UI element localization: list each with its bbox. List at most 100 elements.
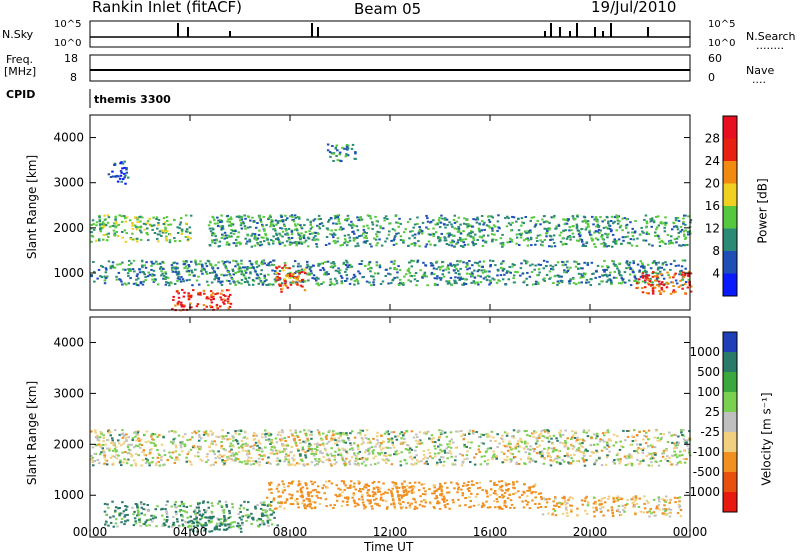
- power-cell: [211, 292, 215, 295]
- velocity-cell: [232, 439, 235, 442]
- power-cell: [190, 294, 193, 297]
- power-cell: [654, 235, 657, 237]
- power-cell: [357, 244, 360, 247]
- power-cell: [293, 241, 296, 244]
- power-cell: [248, 276, 251, 279]
- power-cell: [333, 283, 336, 286]
- power-cell: [172, 295, 175, 298]
- power-cell: [299, 265, 302, 268]
- velocity-cell: [595, 508, 598, 511]
- power-cell: [155, 218, 158, 220]
- power-cell: [214, 264, 217, 267]
- velocity-cell: [369, 500, 372, 502]
- velocity-cell: [469, 429, 472, 432]
- velocity-cell: [121, 451, 124, 454]
- velocity-cell: [439, 448, 442, 451]
- power-cell: [379, 283, 383, 285]
- velocity-cell: [317, 460, 320, 463]
- power-cell: [295, 241, 299, 244]
- power-cell: [426, 217, 429, 220]
- velocity-cell: [648, 510, 651, 513]
- velocity-cell: [122, 461, 125, 464]
- power-cell: [153, 232, 157, 234]
- velocity-cell: [168, 451, 171, 454]
- power-cell: [475, 221, 479, 224]
- velocity-cell: [465, 445, 468, 448]
- velocity-cell: [534, 491, 537, 494]
- power-cell: [507, 270, 511, 273]
- power-cell: [545, 274, 549, 276]
- power-cell: [272, 223, 275, 226]
- power-cell: [251, 216, 254, 219]
- power-cell: [378, 266, 382, 269]
- velocity-cell: [395, 486, 398, 489]
- power-cell: [278, 270, 282, 272]
- velocity-cell: [120, 433, 123, 436]
- velocity-cell: [443, 504, 447, 507]
- velocity-cell: [616, 508, 620, 511]
- power-cell: [230, 218, 233, 221]
- power-cell: [552, 216, 555, 219]
- power-cell: [256, 241, 259, 244]
- nsearch-tick-bottom: 10^0: [708, 38, 736, 49]
- velocity-cell: [276, 485, 279, 488]
- velocity-cell: [283, 486, 286, 489]
- velocity-cell: [673, 433, 676, 436]
- velocity-cell: [418, 431, 422, 434]
- power-cell: [280, 227, 284, 230]
- power-cell: [232, 273, 235, 276]
- power-cell: [307, 265, 310, 268]
- power-cell: [645, 232, 649, 235]
- velocity-cell: [199, 458, 202, 461]
- power-cell: [679, 225, 683, 228]
- power-cell: [329, 217, 333, 219]
- velocity-cell: [571, 497, 574, 500]
- power-cell: [248, 240, 252, 243]
- power-cell: [579, 276, 582, 279]
- velocity-cell: [567, 499, 570, 502]
- power-cell: [253, 244, 257, 247]
- power-cell: [182, 260, 185, 263]
- velocity-cell: [559, 435, 562, 438]
- velocity-cell: [439, 432, 443, 435]
- power-cell: [639, 265, 643, 268]
- velocity-cell: [391, 487, 394, 490]
- velocity-cell: [433, 486, 436, 489]
- velocity-cell: [673, 450, 676, 453]
- power-cell: [177, 275, 180, 278]
- power-cell: [443, 217, 447, 220]
- velocity-cell: [361, 456, 365, 459]
- power-cell: [206, 259, 210, 262]
- power-cell: [519, 236, 523, 239]
- power-cell: [243, 281, 247, 283]
- velocity-cell: [590, 437, 593, 439]
- power-cell: [392, 278, 395, 281]
- velocity-cell: [676, 461, 680, 464]
- power-cell: [596, 218, 599, 221]
- power-cell: [489, 259, 492, 262]
- power-cell: [607, 224, 611, 227]
- power-cell: [106, 221, 110, 224]
- power-cell: [99, 275, 102, 278]
- power-cell: [578, 235, 582, 238]
- power-cell: [126, 272, 130, 275]
- power-cell: [541, 240, 544, 243]
- power-cell: [256, 243, 260, 246]
- velocity-cell: [111, 455, 114, 458]
- power-cell: [338, 222, 341, 225]
- velocity-cell: [668, 512, 671, 515]
- power-cell: [125, 283, 128, 286]
- power-cell: [240, 262, 243, 265]
- nsearch-dots: ........: [756, 39, 784, 52]
- power-cell: [258, 214, 261, 217]
- velocity-cell: [657, 504, 661, 507]
- power-cell: [183, 291, 186, 294]
- power-cell: [601, 220, 604, 223]
- velocity-cell: [541, 452, 544, 455]
- power-cell: [300, 241, 303, 244]
- power-cell: [308, 230, 311, 233]
- velocity-cell: [559, 429, 562, 432]
- velocity-cell: [124, 451, 127, 453]
- power-cell: [466, 268, 469, 271]
- power-cell: [554, 264, 557, 267]
